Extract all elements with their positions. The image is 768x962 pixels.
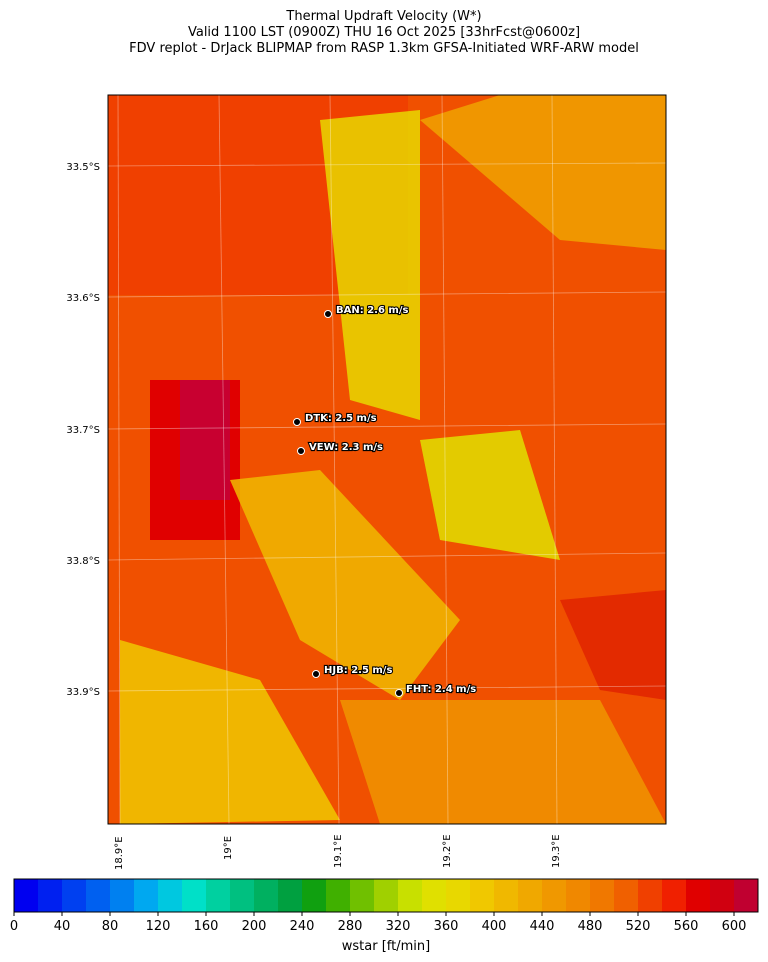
- colorbar-swatch: [494, 879, 519, 912]
- lon-label: 18.9°E: [114, 836, 125, 870]
- colorbar-swatch: [38, 879, 63, 912]
- colorbar-swatch: [398, 879, 423, 912]
- lat-label: 33.6°S: [66, 293, 100, 304]
- colorbar-swatch: [230, 879, 255, 912]
- stations: BAN: 2.6 m/s DTK: 2.5 m/s VEW: 2.3 m/s H…: [293, 304, 477, 697]
- station-label: HJB: 2.5 m/s: [324, 665, 392, 676]
- colorbar-swatch: [302, 879, 327, 912]
- colorbar-tick-label: 600: [722, 919, 747, 934]
- colorbar-swatch: [86, 879, 111, 912]
- colorbar-swatch: [374, 879, 399, 912]
- colorbar-swatch: [182, 879, 207, 912]
- colorbar-swatch: [686, 879, 711, 912]
- station-label: DTK: 2.5 m/s: [305, 413, 377, 424]
- colorbar-swatch: [566, 879, 591, 912]
- station-marker: [312, 670, 320, 678]
- lat-label: 33.5°S: [66, 162, 100, 173]
- subtitle: FDV replot - DrJack BLIPMAP from RASP 1.…: [129, 41, 639, 56]
- colorbar-swatch: [518, 879, 543, 912]
- colorbar-swatch: [110, 879, 135, 912]
- colorbar-swatch: [446, 879, 471, 912]
- lon-label: 19.1°E: [333, 834, 344, 868]
- colorbar-tick-label: 440: [530, 919, 555, 934]
- colorbar-swatch: [734, 879, 759, 912]
- colorbar-swatch: [326, 879, 351, 912]
- title: Thermal Updraft Velocity (W*): [285, 9, 481, 24]
- station-marker: [293, 418, 301, 426]
- colorbar-swatch: [158, 879, 183, 912]
- colorbar-tick-label: 520: [626, 919, 651, 934]
- map-area: [108, 95, 666, 824]
- station-marker: [395, 689, 403, 697]
- map-frame: [107, 94, 667, 825]
- colorbar-tick-label: 400: [482, 919, 507, 934]
- colorbar-tick-label: 320: [386, 919, 411, 934]
- colorbar-tick-label: 480: [578, 919, 603, 934]
- colorbar-swatch: [254, 879, 279, 912]
- colorbar-tick-label: 80: [102, 919, 119, 934]
- station-label: BAN: 2.6 m/s: [336, 305, 408, 316]
- station-marker: [297, 447, 305, 455]
- colorbar-tick-label: 360: [434, 919, 459, 934]
- colorbar-swatch: [278, 879, 303, 912]
- station-label: VEW: 2.3 m/s: [309, 442, 383, 453]
- colorbar-swatch: [710, 879, 735, 912]
- colorbar-swatch: [614, 879, 639, 912]
- colorbar-swatch: [422, 879, 447, 912]
- colorbar-tick-label: 200: [242, 919, 267, 934]
- colorbar-tick-label: 120: [146, 919, 171, 934]
- lon-label: 19°E: [223, 836, 234, 860]
- colorbar-swatch: [470, 879, 495, 912]
- colorbar-tick-label: 40: [54, 919, 71, 934]
- lat-label: 33.9°S: [66, 687, 100, 698]
- colorbar-swatch: [590, 879, 615, 912]
- colorbar-tick-label: 160: [194, 919, 219, 934]
- station-marker: [324, 310, 332, 318]
- station-label: FHT: 2.4 m/s: [406, 684, 476, 695]
- colorbar-swatch: [350, 879, 375, 912]
- lat-label: 33.8°S: [66, 556, 100, 567]
- colorbar-swatch: [542, 879, 567, 912]
- colorbar-tick-label: 0: [10, 919, 18, 934]
- colorbar-label: wstar [ft/min]: [342, 939, 430, 954]
- lat-label: 33.7°S: [66, 425, 100, 436]
- colorbar-swatch: [14, 879, 39, 912]
- colorbar-swatch: [638, 879, 663, 912]
- colorbar-tick-label: 240: [290, 919, 315, 934]
- colorbar-swatch: [206, 879, 231, 912]
- colorbar-swatch: [62, 879, 87, 912]
- colorbar-frame: [13, 878, 759, 913]
- colorbar-swatch: [134, 879, 159, 912]
- lon-label: 19.3°E: [551, 834, 562, 868]
- colorbar-swatch: [662, 879, 687, 912]
- lon-label: 19.2°E: [442, 834, 453, 868]
- colorbar-tick-label: 560: [674, 919, 699, 934]
- colorbar-tick-label: 280: [338, 919, 363, 934]
- subtitle: Valid 1100 LST (0900Z) THU 16 Oct 2025 […: [188, 25, 580, 40]
